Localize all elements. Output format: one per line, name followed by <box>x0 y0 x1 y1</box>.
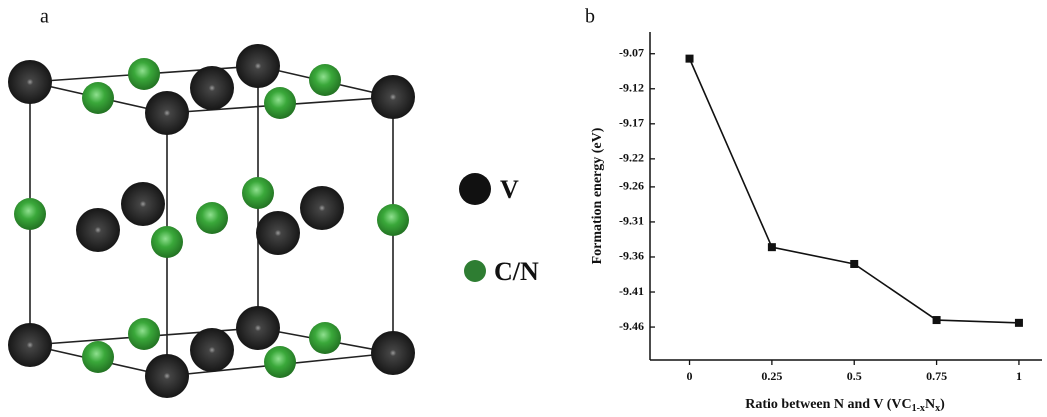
panel-label: b <box>585 6 595 28</box>
data-point <box>1015 319 1023 327</box>
y-tick-label: -9.26 <box>619 179 644 193</box>
x-label-part: N <box>925 397 935 412</box>
y-tick-label: -9.41 <box>619 284 644 298</box>
x-axis-label: Ratio between N and V (VC1-xNx) <box>745 397 945 414</box>
x-tick-label: 0.75 <box>926 369 947 383</box>
panel-label: a <box>40 6 49 28</box>
x-label-part: 1-x <box>912 403 925 414</box>
x-tick-label: 0 <box>687 369 693 383</box>
y-axis-label: Formation energy (eV) <box>590 127 605 264</box>
y-tick-label: -9.12 <box>619 81 644 95</box>
data-line <box>690 59 1019 323</box>
x-tick-label: 1 <box>1016 369 1022 383</box>
x-label-part: Ratio between N and V (VC <box>745 397 911 412</box>
x-label-part: ) <box>940 397 945 412</box>
x-tick-label: 0.25 <box>761 369 782 383</box>
crystal-structure <box>8 44 415 398</box>
legend-label: C/N <box>494 257 539 286</box>
y-tick-label: -9.46 <box>619 319 644 333</box>
legend-label: V <box>500 175 519 204</box>
y-tick-label: -9.17 <box>619 116 644 130</box>
data-point <box>850 260 858 268</box>
legend-swatch <box>464 260 486 282</box>
legend-swatch <box>459 173 491 205</box>
data-point <box>933 316 941 324</box>
data-point <box>686 55 694 63</box>
y-tick-label: -9.07 <box>619 45 644 59</box>
x-tick-label: 0.5 <box>847 369 862 383</box>
y-tick-label: -9.22 <box>619 151 644 165</box>
y-tick-label: -9.36 <box>619 249 644 263</box>
page: {"panel_a": {"label": "a", "legend": ["V… <box>0 0 1047 417</box>
y-tick-label: -9.31 <box>619 214 644 228</box>
data-point <box>768 243 776 251</box>
figure: a V C/N b Formation energy (eV) Ratio be… <box>0 0 1047 417</box>
